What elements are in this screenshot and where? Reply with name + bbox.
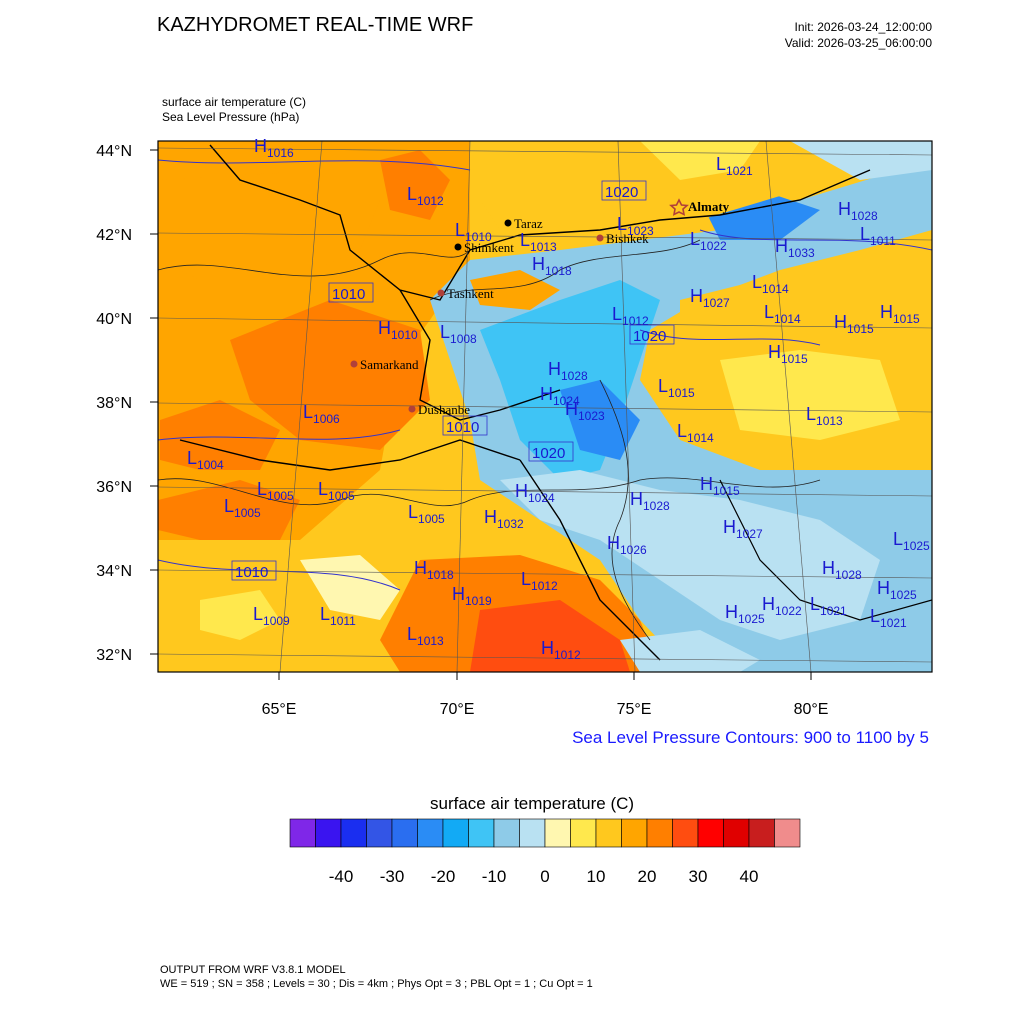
colorbar-swatch xyxy=(442,818,469,848)
colorbar-tick-label: 30 xyxy=(689,867,708,886)
colorbar-swatch xyxy=(621,818,648,848)
lon-label: 70°E xyxy=(440,701,475,718)
colorbar-swatch xyxy=(672,818,699,848)
isobar-label: 1020 xyxy=(633,328,666,345)
lat-label: 34°N xyxy=(96,563,132,580)
city-label: Dushanbe xyxy=(418,402,470,417)
lon-label: 80°E xyxy=(794,701,829,718)
city-label: Samarkand xyxy=(360,357,419,372)
colorbar-swatch xyxy=(315,818,342,848)
contour-note: Sea Level Pressure Contours: 900 to 1100… xyxy=(572,728,929,747)
colorbar-swatch xyxy=(570,818,597,848)
city-label: Tashkent xyxy=(447,286,494,301)
lon-label: 65°E xyxy=(262,701,297,718)
colorbar-tick-label: -20 xyxy=(431,867,456,886)
colorbar-title: surface air temperature (C) xyxy=(430,794,635,813)
colorbar-swatch xyxy=(595,818,622,848)
colorbar-swatch xyxy=(417,818,444,848)
colorbar-swatch xyxy=(697,818,724,848)
colorbar-tick-label: 40 xyxy=(740,867,759,886)
temperature-field xyxy=(158,141,932,672)
low-pressure-center: L1012 xyxy=(521,569,558,593)
model-info: OUTPUT FROM WRF V3.8.1 MODEL xyxy=(160,964,346,976)
map-frame xyxy=(157,140,933,673)
field-label-pressure: Sea Level Pressure (hPa) xyxy=(162,110,300,124)
colorbar-swatch xyxy=(723,818,750,848)
city-label: Almaty xyxy=(688,199,730,214)
isobar-label: 1010 xyxy=(235,564,268,581)
colorbar-swatch xyxy=(366,818,393,848)
colorbar-tick-label: 0 xyxy=(540,867,549,886)
colorbar-swatch xyxy=(544,818,571,848)
colorbar-swatch xyxy=(774,818,801,848)
city-marker xyxy=(596,234,604,242)
lat-label: 40°N xyxy=(96,311,132,328)
colorbar-swatch xyxy=(289,818,316,848)
isobar-label: 1020 xyxy=(605,184,638,201)
field-label-temperature: surface air temperature (C) xyxy=(162,95,307,109)
temperature-colorbar xyxy=(289,818,801,848)
low-pressure-center: L1013 xyxy=(520,230,557,254)
city-marker xyxy=(454,243,462,251)
city-label: Bishkek xyxy=(606,231,649,246)
colorbar-swatch xyxy=(391,818,418,848)
city-marker xyxy=(437,289,445,297)
colorbar-tick-label: -40 xyxy=(329,867,354,886)
colorbar-swatch xyxy=(748,818,775,848)
isobar-label: 1010 xyxy=(332,286,365,303)
lat-label: 36°N xyxy=(96,479,132,496)
lat-label: 44°N xyxy=(96,143,132,160)
lon-label: 75°E xyxy=(617,701,652,718)
colorbar-swatch xyxy=(493,818,520,848)
city-label: Taraz xyxy=(514,216,543,231)
colorbar-swatch xyxy=(468,818,495,848)
init-time: Init: 2026-03-24_12:00:00 xyxy=(794,20,932,34)
valid-time: Valid: 2026-03-25_06:00:00 xyxy=(784,36,932,50)
isobar-label: 1010 xyxy=(446,419,479,436)
high-pressure-center: H1024 xyxy=(515,481,555,505)
city-marker xyxy=(350,360,358,368)
isobar-label: 1020 xyxy=(532,445,565,462)
colorbar-swatch xyxy=(519,818,546,848)
model-config: WE = 519 ; SN = 358 ; Levels = 30 ; Dis … xyxy=(160,978,593,990)
colorbar-swatch xyxy=(646,818,673,848)
city-marker xyxy=(504,219,512,227)
lat-label: 32°N xyxy=(96,647,132,664)
lat-label: 42°N xyxy=(96,227,132,244)
colorbar-swatch xyxy=(340,818,367,848)
city-marker xyxy=(408,405,416,413)
lat-label: 38°N xyxy=(96,395,132,412)
city-label: Shimkent xyxy=(464,240,514,255)
capital-star-icon xyxy=(669,198,689,216)
colorbar-tick-label: -10 xyxy=(482,867,507,886)
map-title: KAZHYDROMET REAL-TIME WRF xyxy=(157,14,474,36)
colorbar-tick-label: 10 xyxy=(587,867,606,886)
colorbar-tick-label: 20 xyxy=(638,867,657,886)
colorbar-tick-label: -30 xyxy=(380,867,405,886)
